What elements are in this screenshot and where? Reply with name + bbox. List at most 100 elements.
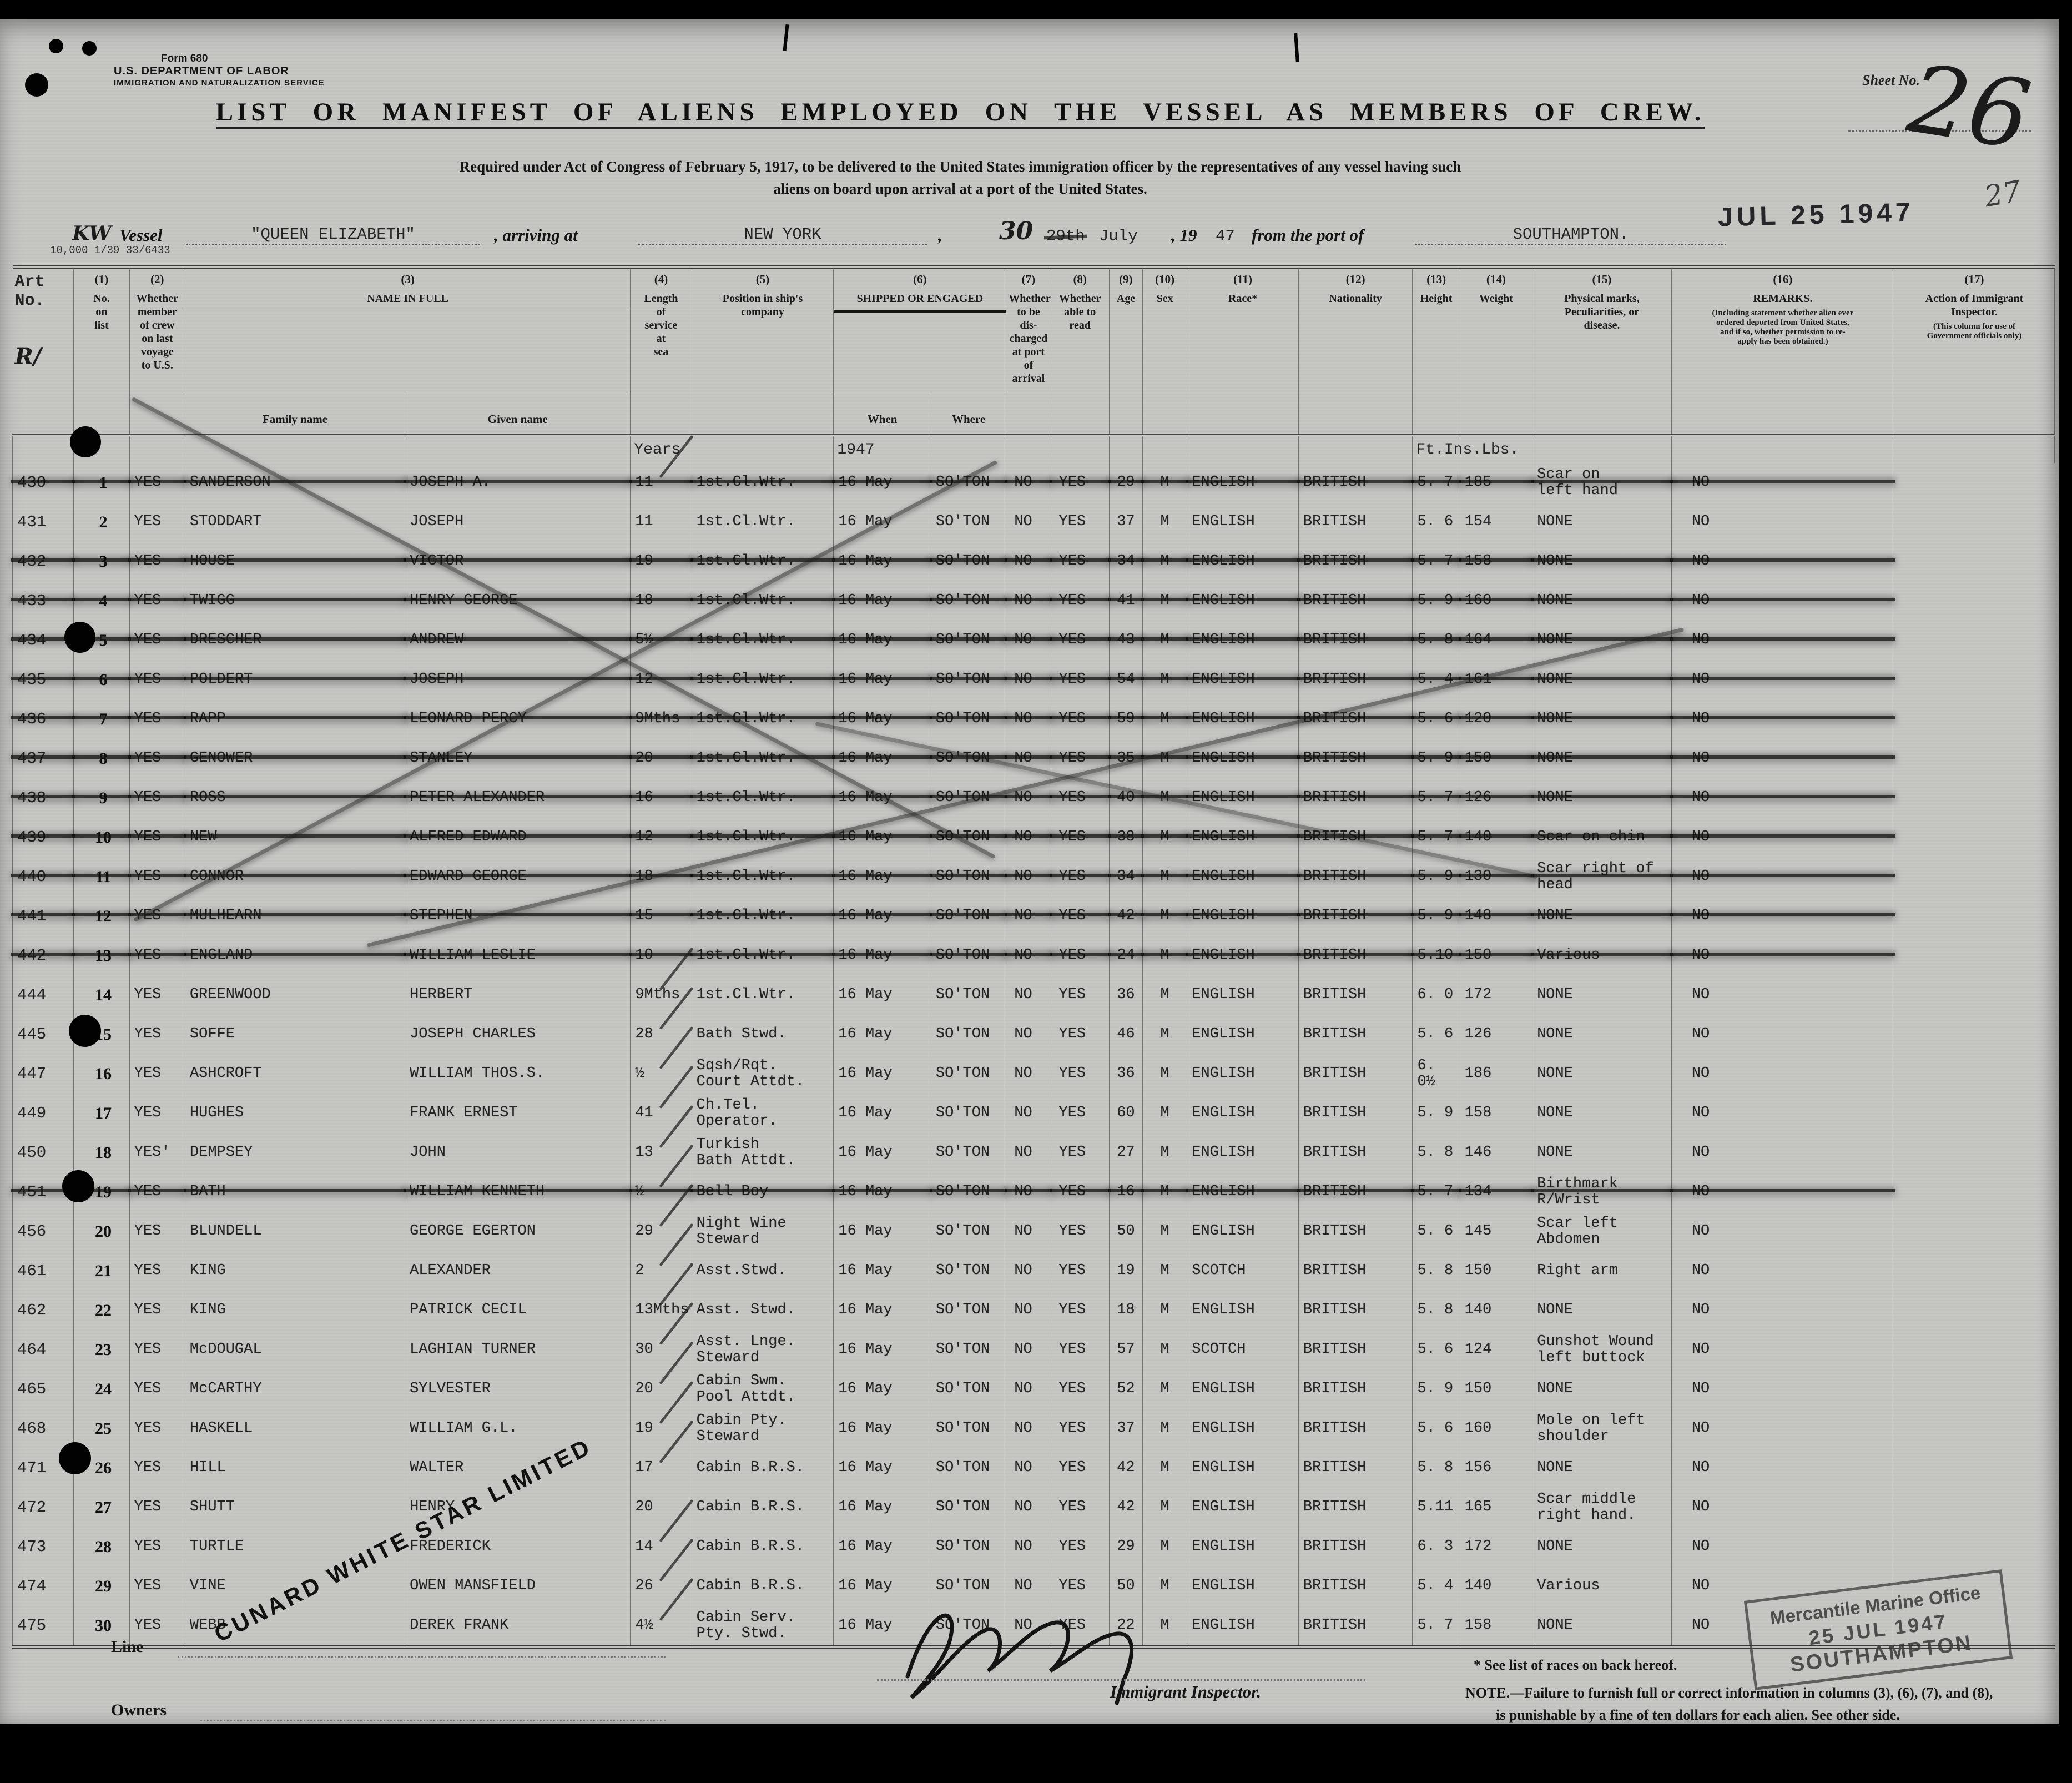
- cell-no: 20: [73, 1212, 130, 1251]
- cell-service: 19: [630, 1381, 694, 1448]
- cell-disch: NO: [1005, 936, 1053, 975]
- cell-age: 42: [1108, 896, 1145, 936]
- cell-nationality: BRITISH: [1298, 975, 1413, 1015]
- cell-where: SO'TON: [930, 621, 1009, 660]
- cell-read: YES: [1050, 463, 1111, 502]
- cell-height: 5. 4: [1411, 660, 1462, 699]
- cell-service: 18: [629, 581, 694, 621]
- cell-sex: M: [1141, 463, 1189, 502]
- cell-service: 10: [629, 936, 694, 975]
- cell-member: YES: [128, 818, 187, 857]
- cell-sex: M: [1141, 936, 1189, 975]
- cell-height: 5. 7: [1411, 818, 1462, 857]
- cell-family: SANDERSON: [184, 463, 407, 502]
- cell-age: 29: [1108, 463, 1145, 502]
- cell-no: 4: [72, 581, 132, 621]
- cell-where: SO'TON: [930, 818, 1009, 857]
- cell-member: YES: [129, 1527, 185, 1567]
- cell-disch: NO: [1006, 1567, 1051, 1606]
- cell-nationality: BRITISH: [1298, 1054, 1413, 1094]
- cell-where: SO'TON: [930, 581, 1009, 621]
- cell-where: SO'TON: [930, 1527, 1007, 1567]
- cell-service: 41: [630, 1065, 694, 1133]
- cell-when: 16 May: [832, 660, 932, 699]
- cell-no: 29: [73, 1567, 130, 1606]
- cell-family: BATH: [184, 1172, 407, 1212]
- cell-member: YES: [129, 1251, 185, 1291]
- cell-weight: 172: [1459, 1527, 1533, 1567]
- cell-sex: M: [1142, 1369, 1188, 1409]
- cell-when: 16 May: [832, 818, 932, 857]
- cell-position: Bath Stwd.: [691, 1015, 834, 1054]
- table-row: 447 16 YES ASHCROFT WILLIAM THOS.S. ½ Sqsh/Rqt…: [12, 1026, 2055, 1094]
- cell-action: NO: [1671, 1015, 1895, 1054]
- cell-position: 1st.Cl.Wtr.: [690, 542, 835, 581]
- print-code: 10,000 1/39 33/6433: [50, 244, 170, 256]
- cell-when: 16 May: [833, 502, 931, 542]
- cell-sex: M: [1142, 1054, 1188, 1094]
- cell-height: 5. 7: [1411, 1172, 1462, 1212]
- struck-day: 29th: [1046, 227, 1085, 245]
- cell-race: ENGLISH: [1187, 975, 1299, 1015]
- cell-action: NO: [1671, 1567, 1895, 1606]
- cell-art: 431: [12, 502, 74, 542]
- cell-race: ENGLISH: [1187, 1448, 1299, 1488]
- cell-race: ENGLISH: [1187, 1606, 1299, 1648]
- cell-weight: 146: [1459, 1133, 1533, 1172]
- cell-action: NO: [1671, 1133, 1895, 1172]
- page-subtitle: Required under Act of Congress of Februa…: [459, 158, 1461, 197]
- cell-marks: NONE: [1532, 975, 1672, 1015]
- punch-hole: [25, 73, 48, 97]
- cell-position: Cabin B.R.S.: [691, 1567, 834, 1606]
- cell-given: JOSEPH: [404, 660, 633, 699]
- cell-action: NO: [1670, 1172, 1896, 1212]
- cell-weight: 126: [1459, 778, 1534, 818]
- cell-family: STODDART: [184, 502, 406, 542]
- cell-read: YES: [1050, 818, 1111, 857]
- cell-sex: M: [1141, 896, 1189, 936]
- cell-no: 30: [73, 1606, 130, 1648]
- cell-disch: NO: [1006, 1330, 1051, 1369]
- cell-action: NO: [1670, 778, 1896, 818]
- cell-action: NO: [1670, 739, 1896, 778]
- cell-position: 1st.Cl.Wtr.: [690, 699, 835, 739]
- cell-nationality: BRITISH: [1297, 896, 1414, 936]
- cell-nationality: BRITISH: [1298, 1330, 1413, 1369]
- cell-where: SO'TON: [930, 1291, 1007, 1330]
- cell-age: 27: [1108, 1133, 1143, 1172]
- table-row: 471 26 YES HILL WALTER 17 Cabin B.R.S. 16 May SO…: [12, 1420, 2055, 1488]
- cell-race: ENGLISH: [1186, 896, 1300, 936]
- cell-art: 430: [11, 463, 76, 502]
- cell-race: ENGLISH: [1187, 1527, 1299, 1567]
- cell-sex: M: [1142, 1015, 1188, 1054]
- cell-when: 16 May: [833, 1291, 931, 1330]
- cell-position: Cabin Serv. Pty. Stwd.: [691, 1606, 834, 1648]
- cell-sex: M: [1141, 857, 1189, 896]
- cell-weight: 140: [1459, 1291, 1533, 1330]
- cell-when: 16 May: [832, 581, 932, 621]
- cell-where: SO'TON: [930, 1015, 1007, 1054]
- owners-label: Owners: [111, 1701, 167, 1719]
- cell-age: 29: [1108, 1527, 1143, 1567]
- cell-age: 42: [1108, 1448, 1143, 1488]
- cell-read: YES: [1050, 699, 1111, 739]
- cell-race: ENGLISH: [1187, 1133, 1299, 1172]
- cell-member: YES: [128, 581, 187, 621]
- cell-marks: NONE: [1532, 1527, 1672, 1567]
- hand-r-mark: R/: [14, 344, 42, 370]
- cell-when: 16 May: [833, 975, 931, 1015]
- cell-when: 16 May: [832, 778, 932, 818]
- cell-weight: 160: [1459, 581, 1534, 621]
- arriving-label: , arriving at: [494, 225, 578, 245]
- cell-where: SO'TON: [930, 1054, 1007, 1094]
- cell-service: 9Mths: [629, 699, 694, 739]
- cell-sex: M: [1141, 778, 1189, 818]
- cell-member: YES': [129, 1133, 185, 1172]
- cell-age: 50: [1108, 1212, 1143, 1251]
- cell-height: 5. 6: [1411, 699, 1462, 739]
- cell-action: NO: [1670, 621, 1896, 660]
- cell-sex: M: [1141, 1172, 1189, 1212]
- cell-race: ENGLISH: [1187, 1212, 1299, 1251]
- cell-height: 5. 7: [1412, 1606, 1460, 1648]
- cell-action: NO: [1670, 581, 1896, 621]
